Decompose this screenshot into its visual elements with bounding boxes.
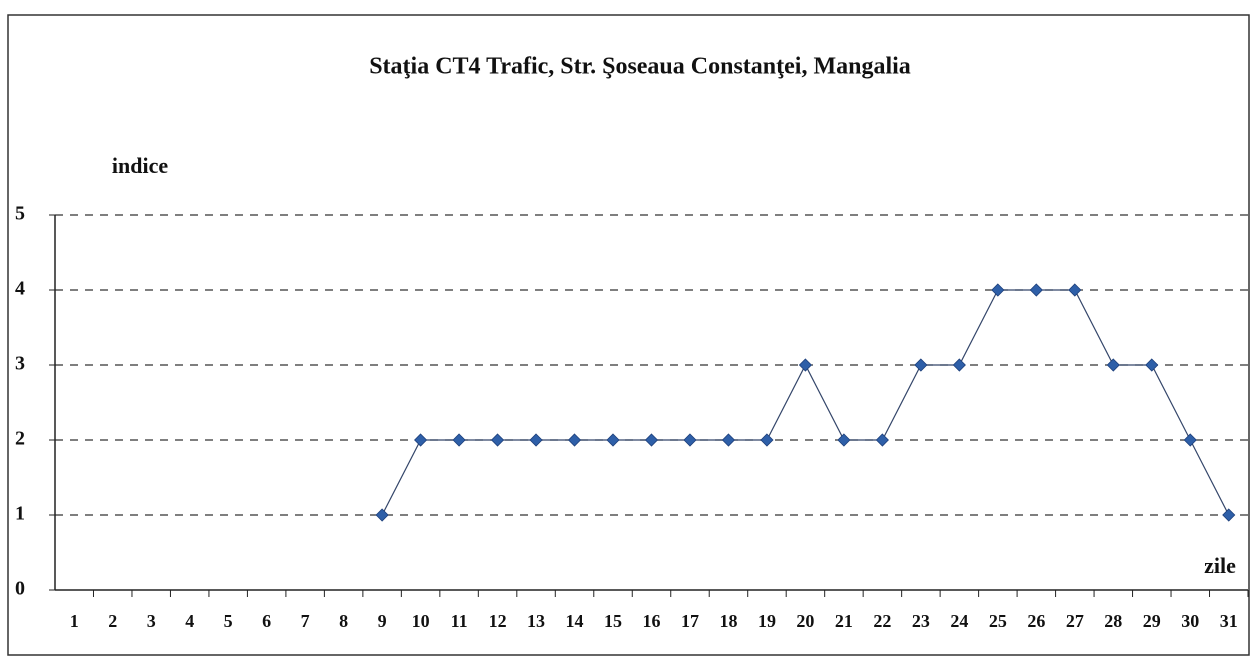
data-point — [721, 433, 736, 447]
data-point — [1183, 433, 1197, 447]
data-point — [567, 433, 582, 447]
x-tick-label: 2 — [108, 611, 117, 631]
x-tick-label: 22 — [873, 611, 891, 631]
data-point — [798, 358, 813, 372]
data-point — [1106, 358, 1120, 372]
x-tick-label: 26 — [1027, 611, 1045, 631]
x-tick-label: 17 — [681, 611, 699, 631]
y-tick-label: 3 — [15, 353, 25, 375]
data-point — [375, 508, 389, 522]
x-tick-label: 7 — [301, 611, 310, 631]
x-tick-label: 12 — [489, 611, 507, 631]
y-tick-label: 5 — [15, 203, 25, 225]
y-tick-label: 1 — [15, 503, 25, 525]
y-tick-label: 4 — [15, 278, 25, 300]
x-tick-label: 24 — [950, 611, 968, 631]
y-axis-label: indice — [112, 153, 168, 178]
x-tick-label: 5 — [224, 611, 233, 631]
data-point — [1145, 358, 1159, 372]
data-point — [914, 358, 928, 372]
data-point — [837, 433, 851, 447]
data-point — [991, 283, 1005, 297]
data-point — [490, 433, 505, 447]
x-tick-label: 3 — [147, 611, 156, 631]
data-point — [452, 433, 466, 447]
x-tick-label: 18 — [719, 611, 737, 631]
data-point — [683, 433, 697, 447]
data-line — [381, 289, 1230, 516]
x-tick-label: 14 — [566, 611, 584, 631]
x-tick-label: 19 — [758, 611, 776, 631]
x-tick-label: 15 — [604, 611, 622, 631]
data-point — [952, 358, 966, 372]
y-tick-label: 0 — [15, 578, 25, 600]
data-point — [1222, 508, 1236, 522]
data-point — [875, 433, 889, 447]
data-point — [760, 433, 774, 447]
x-tick-label: 28 — [1104, 611, 1122, 631]
x-tick-label: 23 — [912, 611, 930, 631]
data-point — [1068, 283, 1082, 297]
x-tick-label: 27 — [1066, 611, 1084, 631]
x-tick-label: 1 — [70, 611, 79, 631]
data-point — [1029, 283, 1043, 297]
x-tick-label: 21 — [835, 611, 853, 631]
x-tick-label: 20 — [796, 611, 814, 631]
chart-frame — [7, 14, 1250, 656]
x-tick-label: 6 — [262, 611, 271, 631]
x-tick-label: 11 — [451, 611, 468, 631]
x-tick-label: 4 — [185, 611, 194, 631]
data-point — [606, 433, 620, 447]
x-tick-label: 25 — [989, 611, 1007, 631]
x-tick-label: 8 — [339, 611, 348, 631]
x-tick-label: 10 — [412, 611, 430, 631]
x-tick-label: 13 — [527, 611, 545, 631]
data-point — [644, 433, 659, 447]
chart-title: Staţia CT4 Trafic, Str. Şoseaua Constanţ… — [369, 54, 911, 80]
x-tick-label: 30 — [1181, 611, 1199, 631]
x-axis-label: zile — [1204, 553, 1236, 578]
x-tick-label: 29 — [1143, 611, 1161, 631]
x-tick-label: 31 — [1220, 611, 1238, 631]
data-point — [529, 433, 543, 447]
x-tick-label: 16 — [643, 611, 661, 631]
x-tick-label: 9 — [378, 611, 387, 631]
y-tick-label: 2 — [15, 428, 25, 450]
data-point — [414, 433, 428, 447]
